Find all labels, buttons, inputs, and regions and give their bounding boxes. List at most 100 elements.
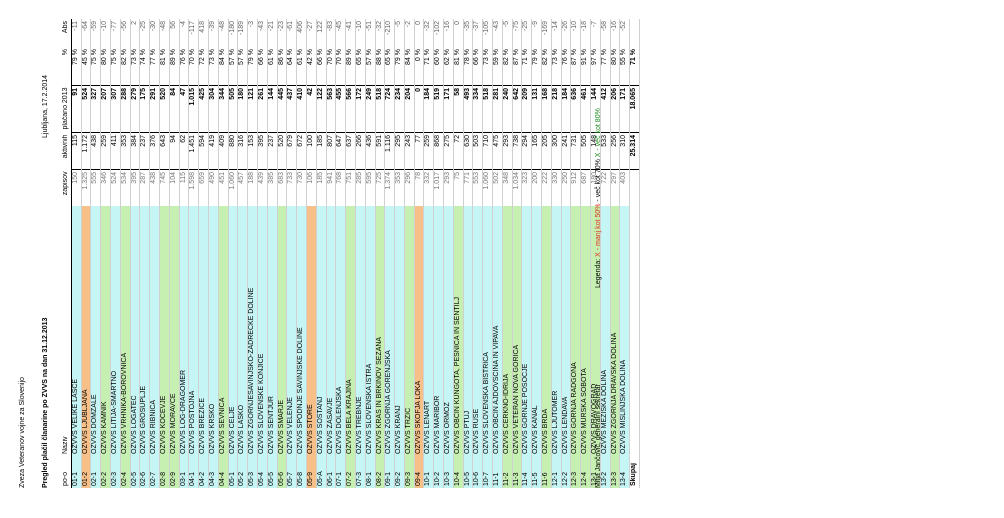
cell-abs: 406 xyxy=(296,19,307,47)
cell-abs: -52 xyxy=(619,19,630,47)
cell-pla: 724 xyxy=(384,85,395,133)
cell-po: 07-1 xyxy=(335,456,346,488)
cell-abs: -59 xyxy=(90,19,101,47)
cell-naziv: OZVVS VELENJE xyxy=(286,206,297,456)
cell-pla: 0 xyxy=(414,85,424,133)
cell-abs: -58 xyxy=(600,19,611,47)
cell-pct: 79 % xyxy=(531,47,542,86)
table-row: 05-8 OZVVS SPODNJE SAVINJSKE DOLINE 730 672… xyxy=(296,19,307,488)
cell-po: 02-5 xyxy=(130,456,140,488)
table-row: 09-1 OZVVS ZGORNJA GORENJSKA 1.374 1.116 724… xyxy=(384,19,395,488)
cell-pla: 461 xyxy=(580,85,591,133)
cell-akt: 880 xyxy=(228,132,238,170)
table-row: 01-1 OZVVS VELIKE LAŠČE 150 115 91 79 % -11 xyxy=(71,19,82,488)
cell-pla: 184 xyxy=(423,85,434,133)
cell-akt: 165 xyxy=(531,132,542,170)
cell-zap: 297 xyxy=(610,169,620,206)
cell-naziv: OZVVS KOČEVJE xyxy=(159,206,170,456)
cell-po: 02-8 xyxy=(159,456,170,488)
cell-naziv: OZVVS KRAS IN BRKINOV SEŽANA xyxy=(375,206,385,456)
table-row: 10-4 OZVVS OBČIN KUNGOTA, PESNICA IN ŠENT… xyxy=(453,19,464,488)
cell-pla: 261 xyxy=(257,85,268,133)
cell-pct: 70 % xyxy=(188,47,199,86)
cell-pla: 207 xyxy=(100,85,111,133)
organization-name: Zveza Veteranov vojne za Slovenijo xyxy=(19,377,26,488)
cell-abs: -26 xyxy=(561,19,571,47)
cell-akt: 259 xyxy=(423,132,434,170)
table-row: 11-3 OZVVS VETERAN NOVA GORICA 1.034 738 642… xyxy=(512,19,522,488)
cell-po: 11-6 xyxy=(541,456,552,488)
table-row: 02-5 OZVVS LOGATEC 395 384 279 73 % 2 xyxy=(130,19,140,488)
cell-pla: 206 xyxy=(610,85,620,133)
cell-pct: 81 % xyxy=(159,47,170,86)
cell-naziv: OZVVS OBČIN AJDOVŠČINA IN VIPAVA xyxy=(492,206,503,456)
cell-naziv: OZVVS LITIJA-ŠMARTNO xyxy=(110,206,121,456)
cell-akt: 310 xyxy=(619,132,630,170)
cell-pla: 437 xyxy=(286,85,297,133)
table-row: 02-6 OZVVS GROSUPLJE 287 237 175 74 % -25 xyxy=(139,19,150,488)
cell-zap: 250 xyxy=(561,169,571,206)
cell-naziv: OZVVS ZGORNJA GORENJSKA xyxy=(384,206,395,456)
cell-po: 13-4 xyxy=(619,456,630,488)
cell-pct: 65 % xyxy=(384,47,395,86)
cell-zap: 287 xyxy=(139,169,150,206)
cell-pct: 87 % xyxy=(512,47,522,86)
cell-zap: 534 xyxy=(120,169,131,206)
column-header-naziv: Naziv xyxy=(62,206,72,456)
cell-pla: 281 xyxy=(492,85,503,133)
cell-abs: -25 xyxy=(521,19,532,47)
cell-abs: -41 xyxy=(345,19,356,47)
cell-pct: 73 % xyxy=(208,47,219,86)
cell-pct: 77 % xyxy=(149,47,160,86)
cell-naziv: OZVVS GORNJA RADGONA xyxy=(570,206,581,456)
cell-zap: 771 xyxy=(463,169,473,206)
table-row: 10-2 OZVVS MARIBOR 1.017 868 519 60 % -102 xyxy=(433,19,444,488)
cell-naziv: OZVVS BELA KRAJINA xyxy=(345,206,356,456)
cell-pct: 66 % xyxy=(472,47,483,86)
table-row: 07-1 OZVVS DOLENJSKA 768 647 455 70 % -45 xyxy=(335,19,346,488)
cell-zap: 451 xyxy=(218,169,229,206)
cell-naziv: OZVVS SPODNJE SAVINJSKE DOLINE xyxy=(296,206,307,456)
cell-po: 13-3 xyxy=(610,456,620,488)
cell-pct: 86 % xyxy=(277,47,287,86)
cell-abs: 122 xyxy=(316,19,327,47)
cell-akt: 275 xyxy=(443,132,454,170)
cell-pla: 493 xyxy=(463,85,473,133)
cell-zap: 75 xyxy=(453,169,464,206)
cell-pct: 88 % xyxy=(375,47,385,86)
cell-po: 07-2 xyxy=(345,456,356,488)
legend-red: X - manj kot 50% xyxy=(595,203,602,257)
cell-zap: 106 xyxy=(306,169,317,206)
cell-naziv: OZVVS LJUTOMER xyxy=(551,206,562,456)
cell-po: 03-1 xyxy=(179,456,189,488)
cell-zap: 200 xyxy=(531,169,542,206)
cell-po: 12-3 xyxy=(570,456,581,488)
cell-zap: 150 xyxy=(71,169,82,206)
table-row: 13-4 OZVVS MISLINJSKA DOLINA 403 310 171 55 %… xyxy=(619,19,630,488)
cell-zap: 683 xyxy=(277,169,287,206)
table-row: 05-A OZVVS ŠOŠTANJ 185 185 122 66 % 122 xyxy=(316,19,327,488)
cell-pla: 425 xyxy=(198,85,209,133)
cell-po: 05-1 xyxy=(228,456,238,488)
cell-pla: 566 xyxy=(345,85,356,133)
cell-naziv: OZVVS ŠTORE xyxy=(306,206,317,456)
cell-akt: 868 xyxy=(433,132,444,170)
cell-pla: 184 xyxy=(561,85,571,133)
cell-akt: 807 xyxy=(326,132,336,170)
summary-empty xyxy=(629,206,640,456)
cell-abs: -48 xyxy=(159,19,170,47)
cell-abs: -5 xyxy=(394,19,405,47)
cell-akt: 100 xyxy=(306,132,317,170)
cell-zap: 912 xyxy=(570,169,581,206)
cell-po: 05-9 xyxy=(306,456,317,488)
table-row: 05-1 OZVVS CELJE 1.060 880 505 57 % -180 xyxy=(228,19,238,488)
cell-pla: 327 xyxy=(90,85,101,133)
cell-abs: -210 xyxy=(384,19,395,47)
cell-naziv: OZVVS POSTOJNA xyxy=(188,206,199,456)
cell-naziv: OZVVS BRDA xyxy=(541,206,552,456)
column-header-placano: plačano 2013 xyxy=(62,85,72,133)
cell-pct: 60 % xyxy=(433,47,444,86)
cell-abs: -32 xyxy=(375,19,385,47)
cell-abs: -11 xyxy=(71,19,82,47)
table-row: 10-5 OZVVS PTUJ 771 630 493 78 % -35 xyxy=(463,19,473,488)
